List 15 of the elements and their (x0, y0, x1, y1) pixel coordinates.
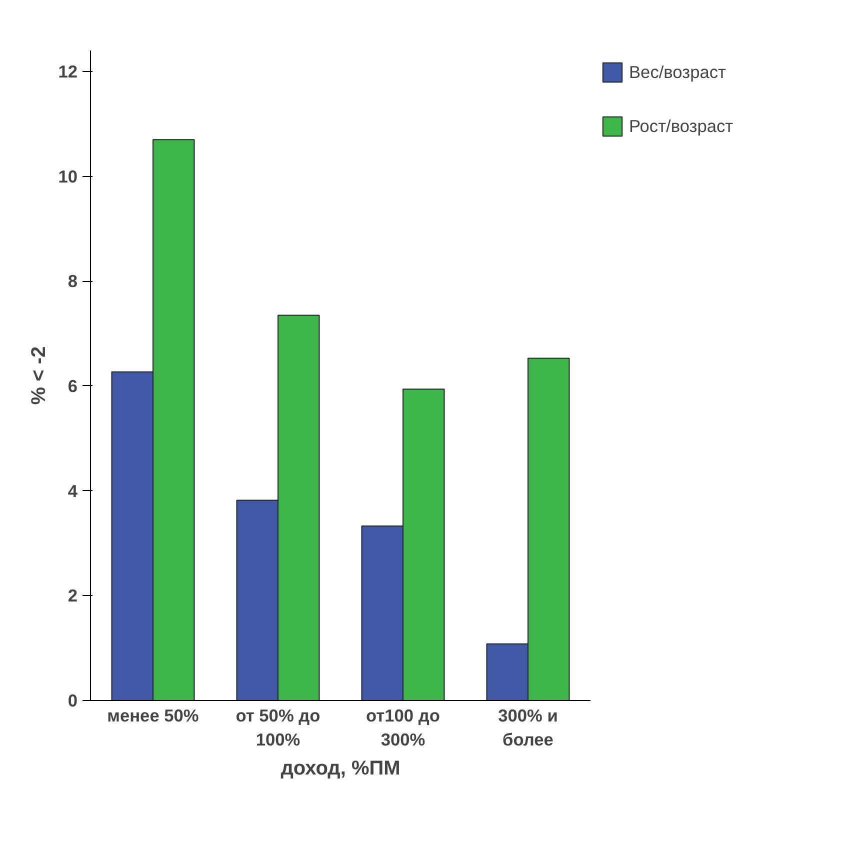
y-tick-label: 2 (68, 586, 78, 606)
y-tick-label: 0 (68, 690, 78, 710)
legend-label: Вес/возраст (629, 62, 726, 82)
x-axis-title: доход, %ПМ (280, 758, 400, 780)
y-axis-title: % < -2 (28, 346, 50, 405)
y-tick-label: 8 (68, 271, 78, 292)
y-tick-label: 10 (58, 166, 78, 186)
y-tick-label: 12 (58, 61, 78, 82)
y-tick-label: 4 (68, 480, 78, 501)
x-tick-label: менее 50% (107, 706, 199, 726)
x-tick-label: 300% и более (498, 706, 558, 750)
y-tick-label: 6 (68, 376, 78, 396)
x-tick-label: от100 до 300% (366, 706, 440, 750)
legend-label: Рост/возраст (629, 116, 734, 136)
x-tick-label: от 50% до 100% (236, 706, 320, 750)
